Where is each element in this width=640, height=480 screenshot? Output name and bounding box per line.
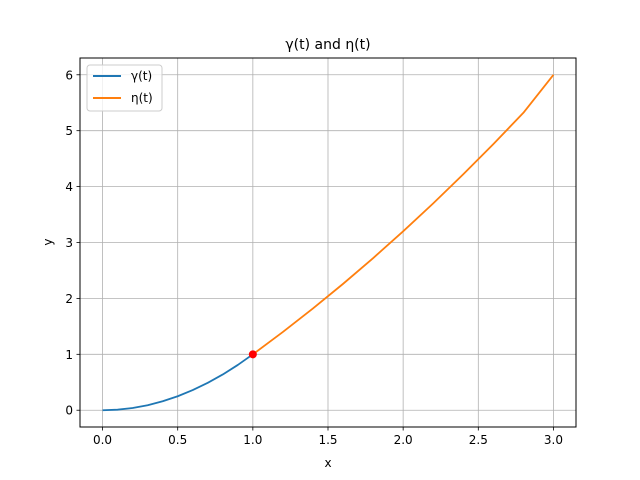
ticks: 0.0 0.5 1.0 1.5 2.0 2.5 3.0 0 1 2 3 4 5 6 [65, 68, 563, 447]
legend-label-gamma: γ(t) [131, 69, 152, 83]
x-tick-label: 0.0 [93, 433, 112, 447]
y-tick-label: 4 [65, 180, 73, 194]
legend-label-eta: η(t) [131, 91, 153, 105]
y-tick-label: 1 [65, 348, 73, 362]
x-tick-label: 2.0 [394, 433, 413, 447]
marker-layer [248, 350, 257, 359]
y-tick-label: 0 [65, 404, 73, 418]
series-layer [102, 74, 555, 412]
x-tick-label: 2.5 [469, 433, 488, 447]
y-tick-label: 5 [65, 124, 73, 138]
series-line-1 [252, 74, 555, 356]
series-line-0 [102, 353, 254, 412]
x-tick-label: 0.5 [168, 433, 187, 447]
grid [80, 58, 576, 427]
y-tick-label: 2 [65, 292, 73, 306]
chart-title: γ(t) and η(t) [285, 37, 370, 53]
y-tick-label: 6 [65, 68, 73, 82]
legend: γ(t) η(t) [86, 64, 163, 112]
x-axis-label: x [324, 456, 331, 470]
x-tick-label: 1.5 [318, 433, 337, 447]
y-tick-label: 3 [65, 236, 73, 250]
y-axis-label: y [41, 238, 55, 245]
x-tick-label: 1.0 [243, 433, 262, 447]
junction-point [248, 350, 257, 359]
x-tick-label: 3.0 [544, 433, 563, 447]
